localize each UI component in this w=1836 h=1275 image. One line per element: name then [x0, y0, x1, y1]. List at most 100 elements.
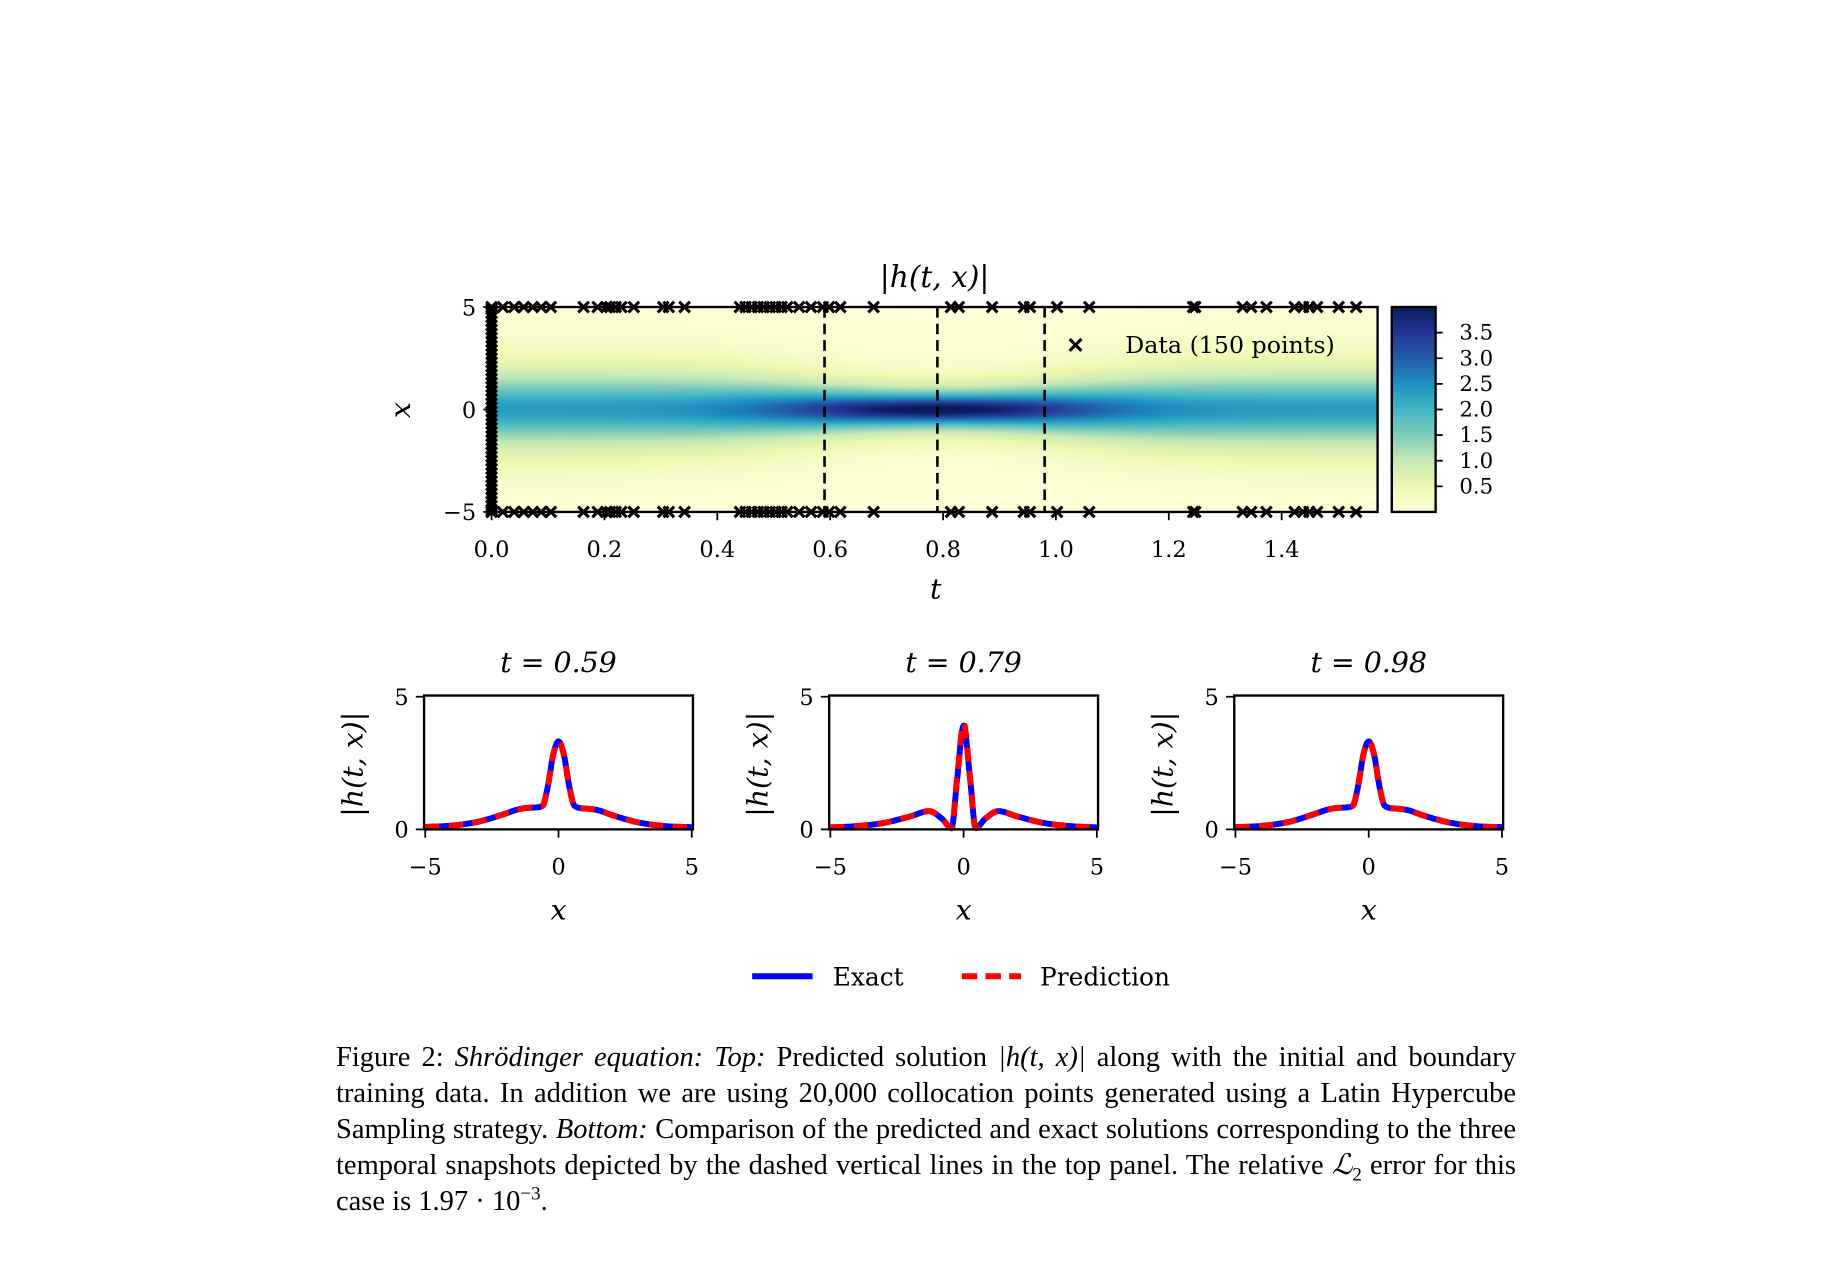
data-point-marker — [496, 505, 510, 519]
data-point-marker — [833, 300, 847, 314]
data-point-marker — [534, 300, 548, 314]
data-point-marker — [822, 300, 836, 314]
x-tick-label: 1.4 — [1264, 537, 1300, 563]
x-tick-label: 0.4 — [699, 537, 735, 563]
data-point-marker — [1310, 300, 1324, 314]
caption-segment: Figure 2: — [336, 1042, 455, 1073]
heatmap-image — [491, 307, 1378, 512]
data-point-marker — [507, 505, 521, 519]
series-line-exact — [423, 738, 694, 831]
data-point-marker — [804, 505, 818, 519]
caption-segment: 2 — [1352, 1164, 1362, 1186]
legend-data-label: Data (150 points) — [1125, 331, 1334, 359]
legend-exact-label: Exact — [833, 963, 904, 992]
colorbar — [1390, 305, 1437, 514]
y-tick-label: −5 — [443, 500, 476, 526]
heatmap-title: |h(t, x)| — [880, 260, 990, 294]
y-tick-label: 5 — [462, 295, 476, 321]
snapshot-xlabel: x — [956, 893, 972, 926]
x-tick-label: −5 — [409, 854, 442, 880]
x-tick-label: 0.0 — [474, 537, 510, 563]
data-point-marker — [1332, 505, 1346, 519]
data-point-marker — [627, 300, 641, 314]
snapshot-title: t = 0.98 — [1310, 646, 1427, 679]
y-tick-label: 5 — [799, 685, 813, 711]
data-point-marker — [614, 505, 628, 519]
data-point-marker — [614, 300, 628, 314]
caption-segment: . — [540, 1186, 548, 1217]
y-tick-label: 0 — [1205, 818, 1219, 844]
caption-segment: Shrödinger equation: Top: — [454, 1042, 766, 1073]
data-point-marker — [792, 300, 806, 314]
data-point-marker — [1259, 300, 1273, 314]
series-line-exact — [828, 722, 1099, 832]
snapshot-title: t = 0.79 — [905, 646, 1022, 679]
data-point-marker — [985, 505, 999, 519]
y-tick-label: 0 — [799, 818, 813, 844]
series-line-prediction — [1233, 738, 1505, 831]
caption-segment: −3 — [520, 1183, 541, 1205]
caption-segment: along with the initial and boundary trai… — [336, 1042, 1516, 1145]
data-point-marker — [678, 300, 691, 314]
data-point-marker — [544, 300, 558, 314]
heatmap-ylabel: x — [384, 402, 417, 418]
x-tick-label: 0.6 — [812, 537, 848, 563]
x-tick-label: 5 — [685, 854, 699, 880]
x-tick-label: 0 — [956, 854, 970, 880]
data-point-marker — [780, 300, 794, 314]
snapshot-xlabel: x — [1361, 893, 1377, 926]
snapshot-title: t = 0.59 — [500, 646, 617, 679]
colorbar-tick-label: 1.5 — [1459, 423, 1493, 448]
data-point-marker — [534, 505, 548, 519]
colorbar-tick-label: 0.5 — [1459, 474, 1493, 499]
figure-caption: Figure 2: Shrödinger equation: Top: Pred… — [336, 1040, 1516, 1220]
heatmap-panel: |h(t, x)| t x 0.0 0.2 0.4 0.6 0.8 1.0 1.2 1.4 −5… — [384, 260, 1493, 606]
data-point-marker — [792, 505, 806, 519]
series-line-exact — [1233, 738, 1505, 831]
data-point-marker — [1244, 300, 1258, 314]
data-point-marker — [678, 505, 691, 519]
data-point-marker — [1244, 505, 1258, 519]
data-point-marker — [577, 300, 590, 314]
data-point-marker — [1188, 505, 1202, 519]
data-point-marker — [1259, 505, 1273, 519]
x-tick-label: 0 — [1362, 854, 1376, 880]
data-point-marker — [1310, 505, 1324, 519]
caption-segment: |h(t, x)| — [998, 1042, 1086, 1073]
snapshot-ylabel: |h(t, x)| — [742, 712, 775, 817]
data-point-marker — [867, 300, 881, 314]
data-point-marker — [833, 505, 847, 519]
y-tick-label: 0 — [394, 818, 408, 844]
data-point-marker — [599, 505, 613, 519]
series-line-prediction — [423, 738, 694, 831]
heatmap-xlabel: t — [930, 572, 942, 605]
colorbar-tick-label: 2.0 — [1459, 398, 1493, 423]
snapshot-ylabel: |h(t, x)| — [336, 712, 369, 817]
data-point-marker — [1349, 505, 1363, 519]
data-point-marker — [662, 505, 676, 519]
legend: Exact Prediction — [752, 963, 1170, 992]
data-point-marker — [952, 300, 966, 314]
caption-segment: Predicted solution — [765, 1042, 999, 1073]
data-point-marker — [662, 300, 676, 314]
y-tick-label: 0 — [462, 398, 476, 424]
colorbar-tick-label: 3.5 — [1459, 321, 1493, 346]
colorbar-tick-label: 1.0 — [1459, 449, 1493, 474]
data-point-marker — [507, 300, 521, 314]
data-point-marker — [780, 505, 794, 519]
data-point-marker — [952, 505, 966, 519]
data-point-marker — [577, 505, 590, 519]
y-tick-label: 5 — [1205, 685, 1219, 711]
x-tick-label: −5 — [814, 854, 847, 880]
x-tick-label: 0.8 — [925, 537, 961, 563]
legend-data-marker — [1068, 337, 1083, 352]
legend-prediction-label: Prediction — [1040, 963, 1170, 992]
y-tick-label: 5 — [394, 685, 408, 711]
data-point-marker — [1186, 300, 1200, 314]
data-point-marker — [544, 505, 558, 519]
data-point-marker — [1050, 300, 1064, 314]
x-tick-label: 0 — [551, 854, 565, 880]
